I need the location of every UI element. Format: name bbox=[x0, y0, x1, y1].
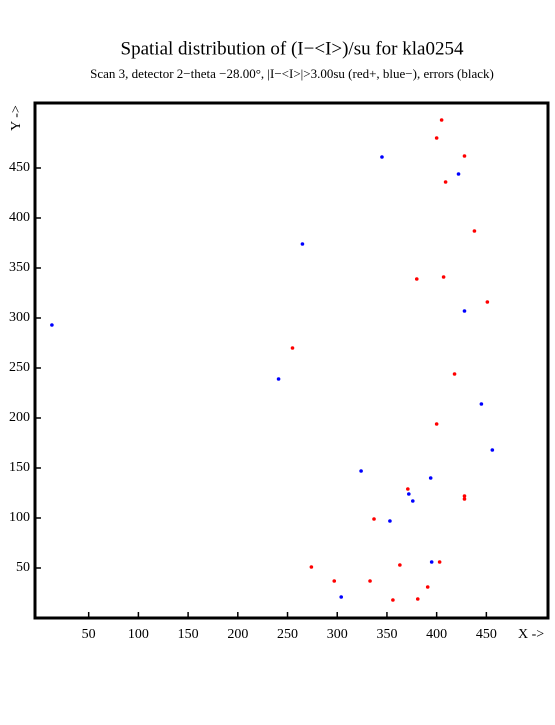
point bbox=[441, 275, 446, 279]
x-tick-label: 50 bbox=[82, 627, 96, 642]
point bbox=[300, 242, 305, 246]
point bbox=[462, 154, 467, 158]
point bbox=[428, 476, 433, 480]
point bbox=[372, 517, 376, 521]
point bbox=[479, 402, 484, 406]
point bbox=[388, 519, 392, 523]
point bbox=[434, 136, 439, 140]
x-axis-label: X -> bbox=[518, 627, 544, 642]
y-tick-label: 400 bbox=[9, 210, 30, 225]
y-tick-label: 350 bbox=[9, 260, 30, 275]
point bbox=[415, 597, 420, 601]
point bbox=[398, 563, 402, 567]
point bbox=[490, 448, 495, 452]
point bbox=[368, 579, 372, 583]
point bbox=[472, 229, 477, 233]
y-tick-label: 150 bbox=[9, 460, 30, 475]
point bbox=[414, 277, 419, 281]
y-tick-label: 300 bbox=[9, 310, 30, 325]
point bbox=[290, 346, 295, 350]
x-tick-label: 350 bbox=[376, 627, 397, 642]
chart-title: Spatial distribution of (I−<I>)/su for k… bbox=[121, 38, 464, 59]
point bbox=[391, 598, 395, 602]
plot-frame bbox=[33, 101, 550, 620]
point bbox=[276, 377, 281, 381]
point bbox=[380, 155, 384, 159]
y-tick-label: 200 bbox=[9, 410, 30, 425]
point bbox=[410, 499, 415, 503]
y-tick-label: 50 bbox=[16, 560, 30, 575]
point bbox=[485, 300, 490, 304]
point bbox=[332, 579, 337, 583]
point bbox=[439, 118, 444, 122]
y-tick-label: 250 bbox=[9, 360, 30, 375]
point bbox=[462, 494, 467, 498]
point bbox=[309, 565, 314, 569]
x-tick-label: 200 bbox=[227, 627, 248, 642]
point bbox=[50, 323, 54, 327]
point bbox=[406, 487, 410, 491]
point bbox=[452, 372, 457, 376]
point bbox=[462, 497, 467, 501]
point bbox=[425, 585, 430, 589]
point bbox=[429, 560, 434, 564]
x-tick-label: 450 bbox=[476, 627, 497, 642]
y-tick-label: 100 bbox=[9, 510, 30, 525]
x-tick-label: 400 bbox=[426, 627, 447, 642]
point bbox=[434, 422, 439, 426]
x-tick-label: 150 bbox=[178, 627, 199, 642]
point bbox=[462, 309, 467, 313]
x-tick-label: 300 bbox=[327, 627, 348, 642]
x-tick-label: 100 bbox=[128, 627, 149, 642]
chart-subtitle: Scan 3, detector 2−theta −28.00°, |I−<I>… bbox=[90, 66, 494, 81]
point bbox=[359, 469, 363, 473]
point bbox=[407, 492, 411, 496]
point bbox=[443, 180, 448, 184]
point bbox=[437, 560, 442, 564]
x-tick-label: 250 bbox=[277, 627, 298, 642]
y-tick-label: 450 bbox=[9, 160, 30, 175]
y-axis-label: Y -> bbox=[9, 105, 24, 131]
point bbox=[456, 172, 461, 176]
point bbox=[339, 595, 344, 599]
